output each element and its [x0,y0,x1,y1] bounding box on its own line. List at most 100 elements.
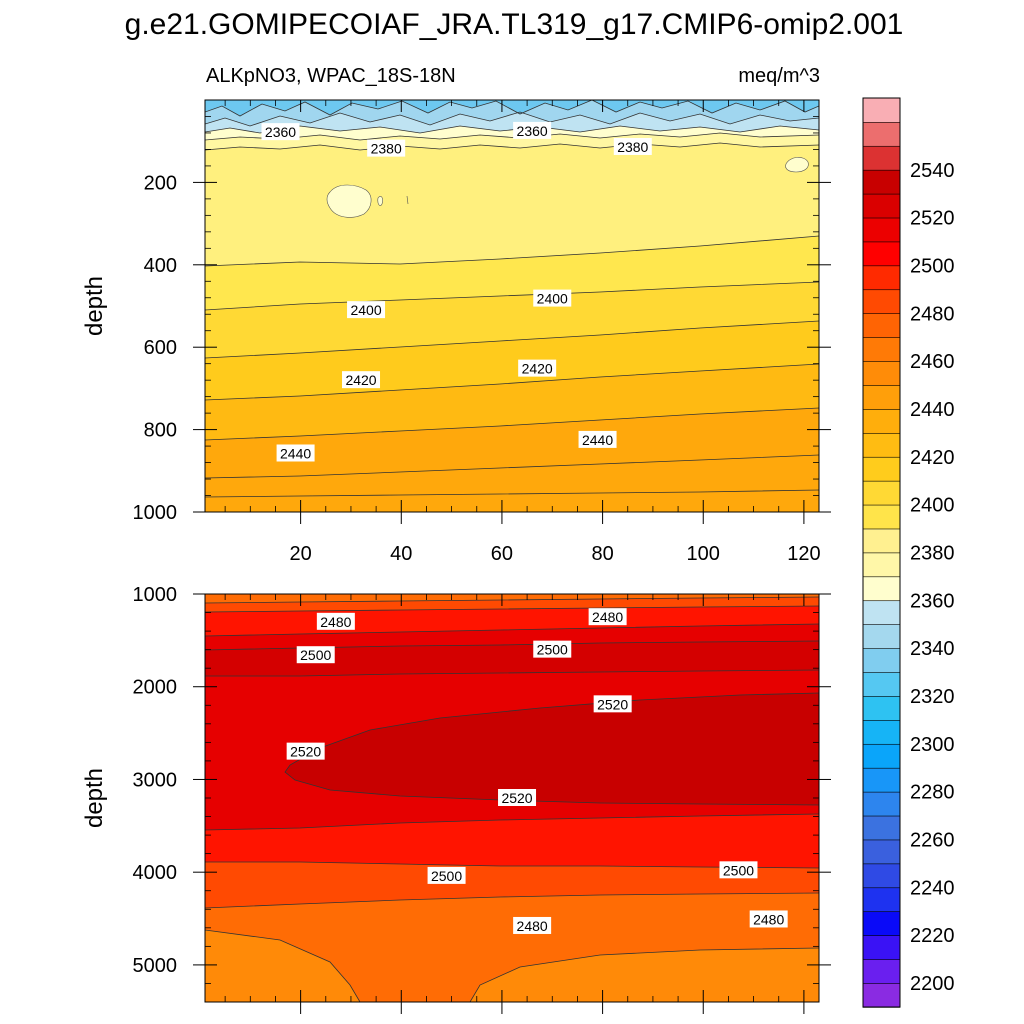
colorbar-swatch [862,456,901,482]
colorbar-label: 2340 [910,638,955,660]
contour-label-box [261,123,300,141]
contour-label: 2480 [592,609,623,625]
lower-axes: 1000 2000 3000 4000 5000 [133,584,831,1014]
contour-label: 2380 [371,141,402,157]
subtitle-right: meq/m^3 [738,65,820,87]
colorbar-label: 2480 [910,303,955,325]
upper-panel: 2360 2360 2380 2380 2400 2400 2420 2420 2440 2440… [81,99,831,565]
colorbar-swatch [862,695,901,721]
contour-label: 2400 [537,291,568,307]
colorbar-swatch [862,312,901,338]
colorbar-label: 2280 [910,782,955,804]
colorbar-swatch [862,791,901,817]
colorbar-swatch [862,265,901,291]
colorbar-swatch [862,217,901,243]
y-tick-label: 800 [144,420,177,442]
contour-label-box [296,646,335,664]
x-tick-label: 60 [491,543,513,565]
colorbar-label: 2460 [910,351,955,373]
contour-label-box [316,612,355,630]
lower-contour-labels: 2480 2480 2500 2500 2520 2520 2520 2500 2500 2480… [286,608,788,934]
fill-2470-upper [205,594,819,603]
lower-ylabel: depth [81,768,108,828]
colorbar-swatch [862,289,901,314]
contour-label: 2520 [501,790,532,806]
contour-label-box [367,139,406,157]
upper-plot-frame [204,99,820,513]
colorbar-swatch [862,432,901,458]
contour-label: 2520 [290,744,321,760]
colorbar-swatch [862,504,901,530]
contour-label-box [427,866,466,884]
colorbar-swatch [862,408,901,434]
contour-label: 2440 [582,432,613,448]
contour-label: 2500 [431,868,462,884]
upper-contour-lines [205,100,819,498]
y-tick-label: 400 [144,255,177,277]
colorbar-swatch [862,241,901,267]
colorbar: 2200 2220 2240 2260 2280 2300 2320 2340 2360 2380… [862,97,955,1008]
y-tick-label: 1000 [133,502,178,524]
y-tick-label: 1000 [133,584,178,606]
colorbar-label: 2420 [910,447,955,469]
colorbar-swatch [862,934,901,960]
colorbar-swatch [862,145,901,171]
colorbar-swatch [862,480,901,506]
colorbar-swatch [862,528,901,554]
colorbar-swatch [862,887,901,913]
y-tick-label: 4000 [133,862,178,884]
contour-label-box [286,742,325,760]
y-tick-label: 200 [144,172,177,194]
contour-label: 2360 [265,124,296,140]
colorbar-swatch [862,193,901,219]
colorbar-swatch [862,911,901,936]
contour-label-box [518,359,557,377]
contour-label: 2520 [597,696,628,712]
colorbar-label: 2440 [910,399,955,421]
contour-label-box [533,289,572,307]
colorbar-swatch [862,600,901,625]
colorbar-label: 2240 [910,877,955,899]
contour-label-box [593,695,632,713]
upper-ylabel: depth [81,276,108,336]
upper-contour-labels: 2360 2360 2380 2380 2400 2400 2420 2420 2440 2440 [261,121,652,462]
fill-2520-core [285,693,819,805]
x-tick-label: 20 [289,543,311,565]
contour-label: 2500 [723,862,754,878]
y-tick-label: 2000 [133,677,178,699]
figure-title: g.e21.GOMIPECOIAF_JRA.TL319_g17.CMIP6-om… [125,8,904,41]
colorbar-swatch [862,623,901,649]
fill-2340 [205,100,819,116]
colorbar-swatch [862,863,901,889]
colorbar-label: 2200 [910,973,955,995]
y-tick-label: 600 [144,337,177,359]
contour-label: 2380 [617,139,648,155]
y-tick-label: 3000 [133,769,178,791]
colorbar-swatch [862,576,901,602]
contour-label: 2500 [537,642,568,658]
x-tick-label: 80 [591,543,613,565]
colorbar-swatch [862,958,901,984]
colorbar-swatch [862,743,901,769]
colorbar-swatch [862,719,901,745]
contour-label: 2480 [753,911,784,927]
colorbar-swatch [862,169,901,195]
colorbar-label: 2540 [910,160,955,182]
colorbar-label: 2260 [910,830,955,852]
colorbar-label: 2400 [910,495,955,517]
contour-label-box [276,444,315,462]
contour-label-box [719,861,758,879]
colorbar-frame [862,97,901,1008]
contour-label-box [578,430,617,448]
colorbar-label: 2360 [910,590,955,612]
colorbar-swatch [862,767,901,793]
contour-label-box [498,789,537,806]
contour-label: 2420 [345,372,376,388]
colorbar-swatch [862,671,901,697]
contour-label-box [749,910,788,928]
upper-axes: 20 40 60 80 100 120 200 400 600 800 1000 [133,100,831,565]
contour-label: 2360 [517,123,548,139]
x-tick-label: 40 [390,543,412,565]
x-tick-label: 100 [687,543,720,565]
